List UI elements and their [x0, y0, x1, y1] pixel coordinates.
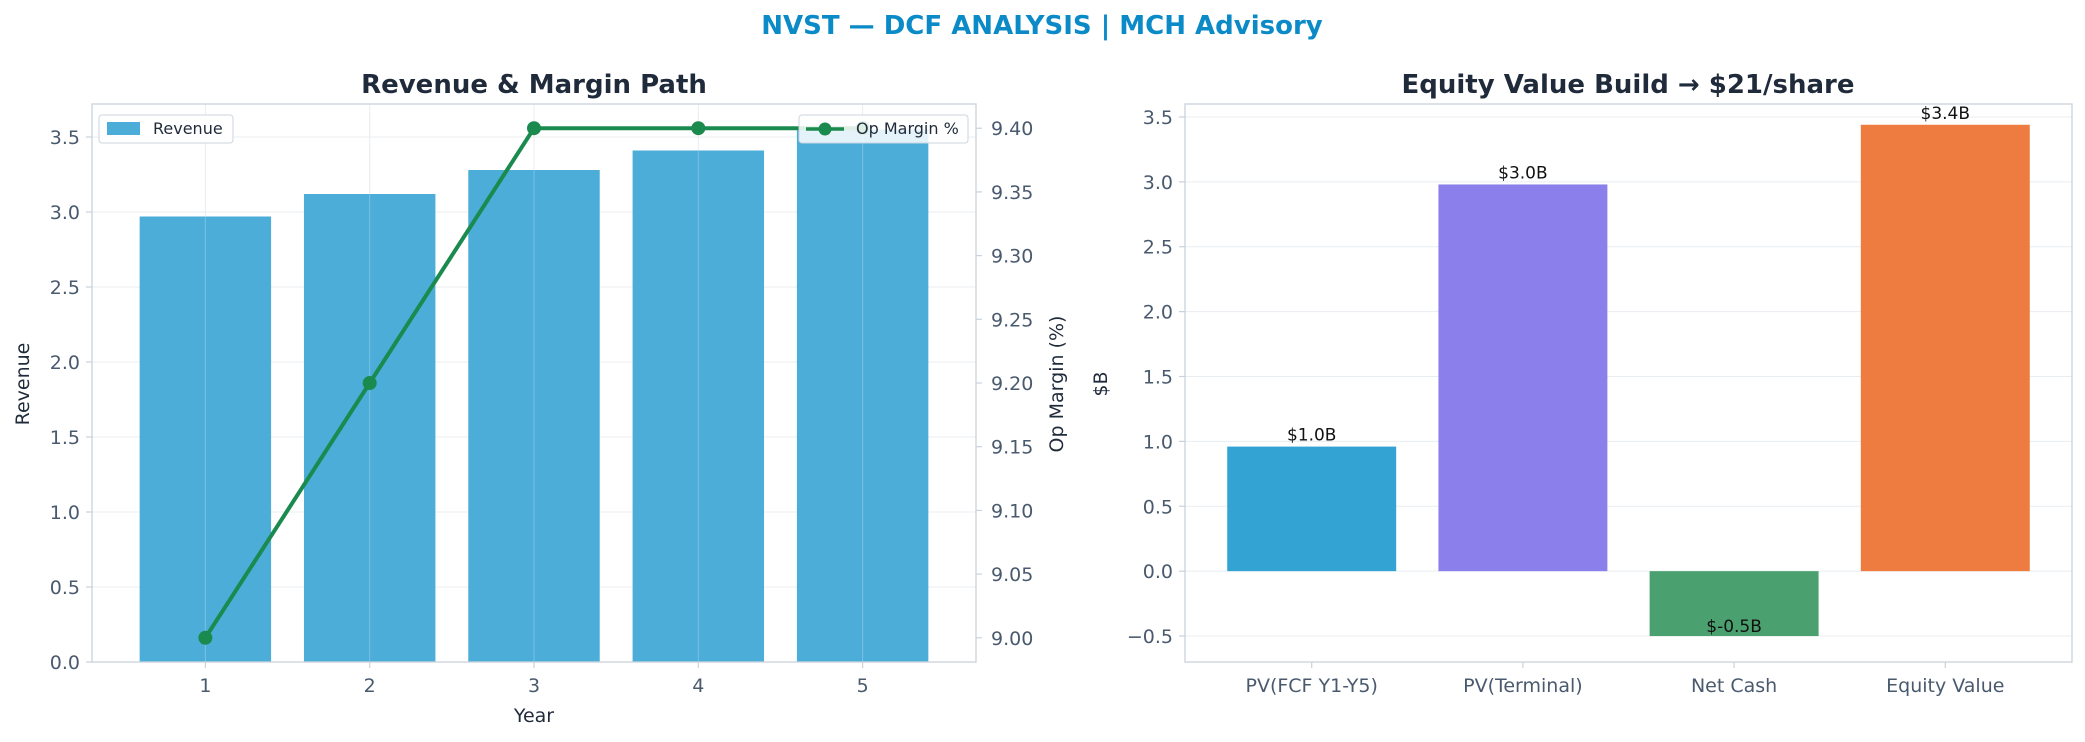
revenue-bars	[139, 129, 929, 662]
op-margin-point	[691, 121, 706, 136]
right-y-tick-label: 9.40	[991, 118, 1033, 140]
left-y-tick-label: 3.5	[50, 127, 80, 149]
left-axes: 0.0 0.5 1.0 1.5 2.0 2.5 3.0 3.5 1 2 3 4 5 9.00 9.05 9.1…	[50, 103, 1033, 697]
left-x-tick-label: 3	[528, 675, 540, 697]
equity-y-tick-label: 1.0	[1143, 431, 1173, 453]
equity-bar-data-label: $-0.5B	[1706, 617, 1762, 637]
figure-suptitle: NVST — DCF ANALYSIS | MCH Advisory	[761, 11, 1323, 41]
equity-x-tick-label: PV(Terminal)	[1463, 675, 1583, 697]
equity-build-bars: $1.0B $3.0B $-0.5B $3.4B	[1227, 104, 2030, 637]
equity-build-bar	[1860, 124, 2030, 572]
equity-y-tick-label: 0.5	[1143, 496, 1173, 518]
legend-op-margin-label: Op Margin %	[856, 119, 959, 138]
left-x-axis-label: Year	[513, 705, 554, 727]
equity-x-tick-label: Equity Value	[1886, 675, 2004, 697]
left-chart-title: Revenue & Margin Path	[361, 70, 707, 100]
revenue-margin-chart: Revenue & Margin Path 0.0 0.5 1.0 1.5 2.0 2.5…	[12, 70, 1068, 727]
equity-x-tick-label: Net Cash	[1691, 675, 1777, 697]
revenue-bar	[468, 170, 600, 662]
left-y-axis-label: Revenue	[12, 343, 34, 426]
right-y-tick-label: 9.10	[991, 500, 1033, 522]
right-plot-frame	[1184, 103, 2073, 663]
revenue-bar	[303, 194, 436, 662]
equity-build-bar	[1649, 571, 1819, 637]
equity-y-axis-label: $B	[1090, 371, 1112, 396]
legend-revenue-swatch	[107, 122, 140, 135]
right-y-tick-label: 9.30	[991, 246, 1033, 268]
legend-op-margin: Op Margin %	[798, 114, 969, 144]
left-y-tick-label: 3.0	[50, 202, 80, 224]
left-x-tick-label: 4	[692, 675, 704, 697]
left-x-tick-label: 2	[364, 675, 376, 697]
right-y-tick-label: 9.15	[991, 437, 1033, 459]
left-y-tick-label: 2.5	[50, 277, 80, 299]
right-chart-title: Equity Value Build → $21/share	[1402, 70, 1855, 100]
op-margin-point	[198, 630, 213, 645]
right-y-tick-label: 9.35	[991, 182, 1033, 204]
equity-bar-data-label: $3.0B	[1498, 163, 1548, 183]
equity-x-tick-label: PV(FCF Y1-Y5)	[1245, 675, 1377, 697]
right-axes: −0.5 0.0 0.5 1.0 1.5 2.0 2.5 3.0 3.5 PV(FCF Y1-Y5…	[1127, 103, 2073, 697]
equity-build-bar	[1227, 446, 1397, 572]
legend-revenue: Revenue	[98, 114, 234, 144]
right-y-tick-label: 9.05	[991, 564, 1033, 586]
op-margin-point	[362, 376, 377, 390]
equity-y-tick-label: 2.5	[1143, 237, 1173, 259]
right-y-axis-label: Op Margin (%)	[1046, 316, 1068, 453]
right-y-tick-label: 9.00	[991, 628, 1033, 650]
left-y-tick-label: 0.0	[50, 652, 80, 674]
right-y-tick-label: 9.25	[991, 309, 1033, 331]
equity-build-chart: Equity Value Build → $21/share $1.0B $3.0…	[1090, 70, 2073, 697]
left-y-tick-label: 1.0	[50, 502, 80, 524]
left-y-tick-label: 2.0	[50, 352, 80, 374]
equity-y-tick-label: −0.5	[1127, 626, 1173, 648]
revenue-bar	[796, 129, 929, 662]
equity-y-tick-label: 1.5	[1143, 367, 1173, 389]
op-margin-point	[527, 121, 541, 136]
left-x-tick-label: 5	[857, 675, 869, 697]
equity-build-bar	[1438, 184, 1608, 572]
left-x-tick-label: 1	[199, 675, 211, 697]
equity-bar-data-label: $3.4B	[1921, 104, 1971, 124]
equity-y-tick-label: 3.0	[1143, 172, 1173, 194]
equity-y-tick-label: 3.5	[1143, 107, 1173, 129]
revenue-bar	[139, 216, 272, 662]
legend-op-margin-marker	[818, 122, 832, 136]
equity-y-tick-label: 2.0	[1143, 302, 1173, 324]
equity-y-tick-label: 0.0	[1143, 561, 1173, 583]
left-y-tick-label: 0.5	[50, 577, 80, 599]
equity-bar-data-label: $1.0B	[1287, 426, 1337, 446]
revenue-bar	[632, 150, 765, 662]
right-y-tick-label: 9.20	[991, 373, 1033, 395]
legend-revenue-label: Revenue	[153, 119, 223, 138]
left-y-tick-label: 1.5	[50, 427, 80, 449]
